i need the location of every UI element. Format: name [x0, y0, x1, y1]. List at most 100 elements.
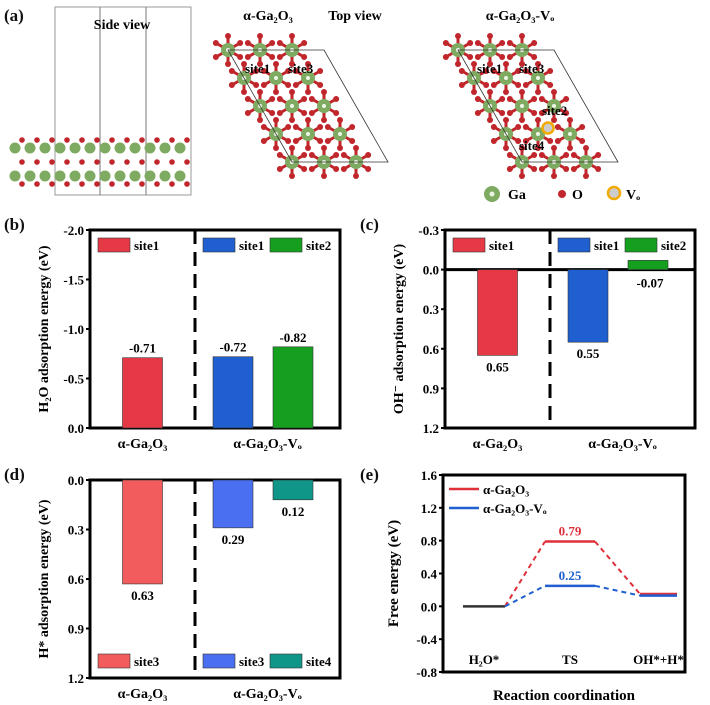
o-atom — [365, 166, 372, 172]
legend-label: site1 — [134, 238, 159, 253]
o-atom — [499, 96, 506, 102]
o-atom — [467, 40, 474, 46]
y-tick-label: 0.6 — [68, 572, 85, 587]
o-atom — [442, 54, 449, 60]
o-atom — [474, 54, 481, 60]
x-category-label: H₂O* — [469, 652, 500, 667]
y-tick-label: -1.0 — [63, 322, 84, 337]
bar — [212, 479, 254, 529]
bar-value-label: 0.63 — [131, 588, 154, 603]
plot-frame — [443, 228, 697, 430]
o-atom — [289, 117, 295, 123]
o-atom — [94, 137, 100, 143]
legend-label: site2 — [661, 238, 686, 253]
o-atom — [340, 166, 347, 172]
energy-connector — [594, 540, 641, 595]
o-atom — [353, 145, 359, 151]
o-atom — [538, 152, 545, 158]
o-atom — [531, 152, 538, 158]
bar — [122, 479, 163, 585]
legend-vo-label: Vₒ — [626, 188, 640, 203]
site-label: site3 — [288, 61, 314, 76]
o-atom — [531, 110, 538, 116]
x-category-label: α-Ga₂O₃ — [473, 437, 523, 452]
o-atom — [308, 152, 315, 158]
legend-swatch — [452, 237, 486, 253]
y-tick-label: -2.0 — [63, 223, 84, 238]
legend-swatch — [202, 237, 236, 253]
y-tick-label: -0.4 — [416, 632, 437, 647]
o-atom — [547, 138, 554, 144]
ga-atom — [39, 170, 51, 182]
o-atom — [333, 96, 340, 102]
o-atom — [285, 68, 292, 74]
x-axis-label: Reaction coordination — [493, 688, 636, 704]
o-atom — [184, 159, 190, 165]
ga-atom — [69, 142, 81, 154]
o-atom — [225, 33, 231, 39]
o-atom — [506, 166, 513, 172]
x-category-label: α-Ga₂O₃ — [118, 687, 168, 702]
o-atom — [241, 89, 247, 95]
o-atom — [269, 54, 276, 60]
o-atom — [308, 96, 315, 102]
o-atom — [458, 68, 465, 74]
chart-b-h2o-adsorption: 0.0 -0.5 -1.0 -1.5 -2.0 H₂O adsorption energy… — [37, 223, 342, 452]
ga-atom-highlight — [338, 132, 342, 136]
o-atom — [506, 96, 513, 102]
legend-swatch — [269, 237, 303, 253]
o-atom — [519, 61, 525, 67]
o-atom — [64, 159, 70, 165]
panel-e-label: (e) — [360, 465, 379, 484]
bar — [567, 269, 609, 343]
o-atom — [244, 96, 251, 102]
o-atom — [260, 138, 267, 144]
o-atom — [64, 137, 70, 143]
ga-atom — [174, 170, 186, 182]
o-atom — [515, 124, 522, 130]
o-atom — [570, 152, 577, 158]
legend-swatch — [97, 237, 131, 253]
ga-atom — [129, 142, 141, 154]
o-atom — [253, 68, 260, 74]
ga-atom — [9, 142, 21, 154]
o-atom — [317, 124, 324, 130]
o-atom — [169, 181, 175, 187]
o-atom — [535, 145, 541, 151]
o-atom — [349, 138, 356, 144]
o-atom — [244, 110, 251, 116]
o-atom — [531, 96, 538, 102]
o-atom — [276, 96, 283, 102]
o-atom — [34, 159, 40, 165]
o-atom — [490, 138, 497, 144]
o-atom — [349, 124, 356, 130]
energy-value-label: 0.79 — [559, 523, 582, 538]
legend-label: site4 — [306, 654, 332, 669]
o-atom — [547, 82, 554, 88]
o-atom — [139, 181, 145, 187]
o-atom — [269, 40, 276, 46]
o-atom — [506, 110, 513, 116]
o-atom — [301, 166, 308, 172]
o-atom — [340, 152, 347, 158]
o-atom — [289, 173, 295, 179]
panel-a-label: (a) — [4, 6, 24, 25]
o-atom — [109, 181, 115, 187]
o-atom — [317, 82, 324, 88]
ga-atom — [99, 170, 111, 182]
y-tick-label: 0.4 — [421, 567, 438, 582]
bar — [627, 260, 669, 270]
o-atom — [567, 117, 573, 123]
o-atom — [228, 82, 235, 88]
o-atom — [276, 54, 283, 60]
o-atom — [124, 137, 130, 143]
o-atom — [292, 138, 299, 144]
site-label: site3 — [519, 61, 545, 76]
o-atom — [321, 145, 327, 151]
y-tick-label: 0.0 — [421, 599, 437, 614]
o-atom — [257, 33, 263, 39]
legend-swatch — [202, 653, 236, 669]
o-atom — [583, 173, 589, 179]
o-atom — [522, 82, 529, 88]
o-atom — [519, 145, 525, 151]
